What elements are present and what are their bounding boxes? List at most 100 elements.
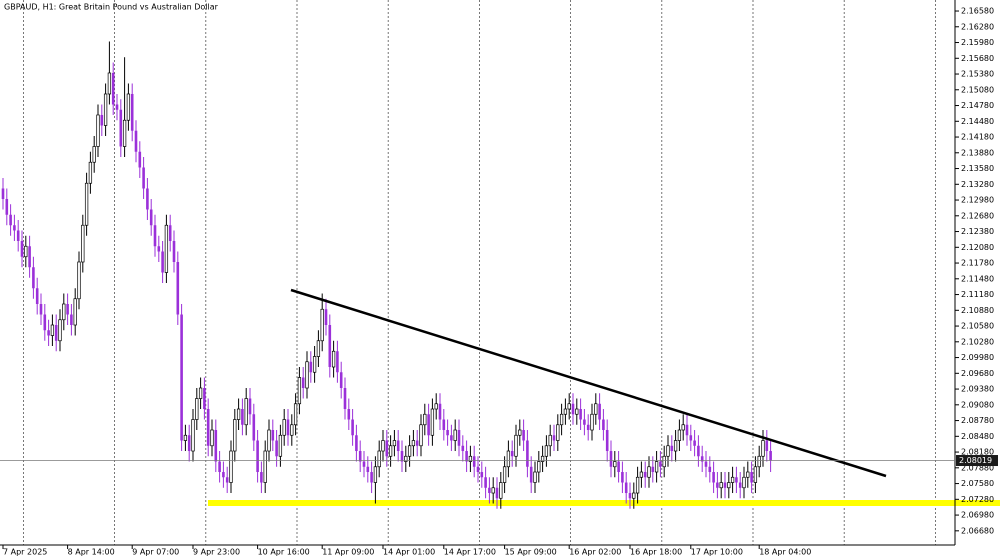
candle-body	[54, 325, 58, 341]
candle-body	[484, 477, 487, 488]
candle-body	[377, 450, 381, 468]
x-tick-label: 14 Apr 01:00	[383, 548, 435, 557]
candle-body	[571, 403, 575, 415]
candle-body	[677, 429, 682, 441]
candle-body	[138, 151, 142, 168]
candle-body	[495, 487, 499, 499]
candle-body	[529, 466, 533, 483]
candle-body	[176, 261, 180, 315]
candle-body	[472, 456, 476, 467]
candle-body	[252, 414, 256, 441]
candle-body	[632, 492, 636, 499]
candle-body	[248, 398, 252, 415]
y-tick-label: 2.15980	[961, 38, 994, 47]
candle-body	[590, 413, 594, 431]
y-tick-label: 2.07580	[961, 479, 994, 488]
candle-body	[526, 440, 529, 467]
candle-body	[92, 146, 96, 163]
candle-body	[66, 304, 69, 315]
candle-body	[70, 314, 73, 326]
candle-body	[480, 472, 484, 478]
candle-body	[598, 403, 601, 420]
candle-body	[423, 413, 427, 426]
candle-body	[575, 408, 579, 415]
candle-body	[157, 246, 161, 252]
y-tick-label: 2.12080	[961, 243, 994, 252]
candle-body	[153, 225, 157, 247]
candle-body	[5, 198, 9, 215]
candle-body	[514, 434, 518, 457]
candle-body	[161, 251, 164, 273]
candle-body	[666, 445, 670, 457]
candle-body	[647, 466, 651, 478]
x-tick-label: 17 Apr 10:00	[691, 548, 743, 557]
candle-body	[96, 114, 100, 147]
candle-body	[134, 130, 138, 152]
candle-body	[716, 482, 719, 488]
y-tick-label: 2.14180	[961, 133, 994, 142]
y-tick-label: 2.09980	[961, 353, 994, 362]
candle-body	[119, 109, 123, 147]
candle-body	[73, 298, 77, 326]
candle-body	[628, 493, 632, 499]
y-tick-label: 2.16280	[961, 22, 994, 31]
candle-body	[206, 409, 210, 446]
y-tick-label: 2.08180	[961, 448, 994, 457]
candle-body	[465, 451, 468, 462]
y-tick-label: 2.12680	[961, 211, 994, 220]
candle-body	[35, 288, 39, 305]
candle-body	[260, 472, 263, 483]
candle-body	[191, 419, 195, 452]
y-tick-label: 2.06680	[961, 526, 994, 535]
candle-body	[708, 466, 712, 473]
x-tick-label: 10 Apr 16:00	[258, 548, 310, 557]
x-tick-label: 14 Apr 17:00	[444, 548, 496, 557]
candle-body	[400, 451, 404, 462]
candle-body	[381, 440, 385, 452]
y-tick-label: 2.13280	[961, 180, 994, 189]
candle-body	[392, 440, 397, 447]
x-tick-label: 9 Apr 07:00	[132, 548, 179, 557]
candle-body	[693, 440, 696, 446]
candle-body	[84, 182, 89, 226]
candle-body	[685, 424, 689, 436]
candle-body	[476, 466, 480, 473]
candle-body	[609, 451, 613, 467]
candle-body	[373, 466, 378, 483]
last-price-label: 2.08019	[959, 456, 992, 465]
y-tick-label: 2.11480	[961, 274, 994, 283]
candle-body	[77, 261, 81, 300]
last-price-box	[956, 455, 998, 467]
candle-body	[681, 424, 685, 431]
candle-body	[370, 472, 373, 483]
candle-body	[602, 419, 605, 431]
candle-body	[267, 429, 271, 452]
candle-body	[559, 413, 564, 426]
candle-body	[670, 445, 674, 452]
candle-body	[461, 445, 465, 452]
candle-body	[673, 440, 678, 452]
candle-body	[621, 472, 624, 483]
y-tick-label: 2.13880	[961, 148, 994, 157]
candle-body	[222, 472, 225, 478]
candle-body	[198, 387, 203, 399]
candle-body	[328, 325, 332, 368]
y-tick-label: 2.09080	[961, 400, 994, 409]
trend-line	[290, 288, 887, 478]
y-tick-label: 2.12380	[961, 227, 994, 236]
candle-body	[236, 408, 241, 420]
candle-body	[263, 450, 267, 483]
candle-body	[415, 440, 419, 446]
candle-body	[195, 398, 199, 420]
candle-body	[404, 455, 408, 462]
candle-body	[347, 409, 351, 420]
candle-body	[309, 361, 313, 373]
x-tick-label: 11 Apr 09:00	[322, 548, 374, 557]
candle-body	[50, 324, 55, 336]
candle-body	[187, 435, 191, 452]
candle-body	[312, 356, 317, 373]
y-tick-label: 2.10880	[961, 306, 994, 315]
